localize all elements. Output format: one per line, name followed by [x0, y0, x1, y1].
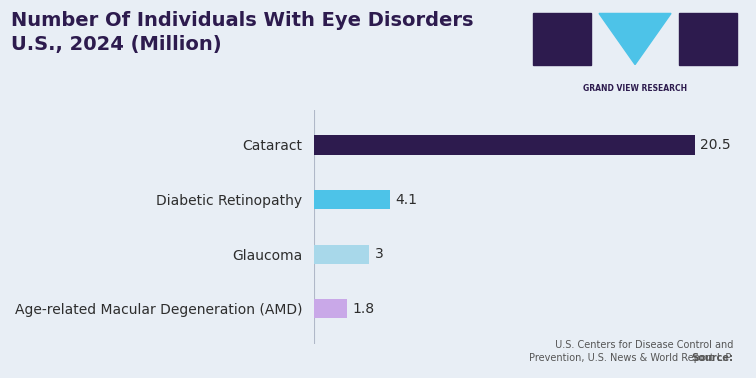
Polygon shape: [599, 14, 671, 65]
Text: Number Of Individuals With Eye Disorders
U.S., 2024 (Million): Number Of Individuals With Eye Disorders…: [11, 11, 474, 54]
Bar: [314, 190, 390, 209]
Text: 4.1: 4.1: [395, 192, 417, 206]
Bar: [680, 14, 736, 65]
Text: 20.5: 20.5: [700, 138, 731, 152]
Text: 1.8: 1.8: [352, 302, 375, 316]
Text: Source:: Source:: [691, 353, 733, 363]
Text: GRAND VIEW RESEARCH: GRAND VIEW RESEARCH: [583, 84, 687, 93]
Bar: [314, 135, 695, 155]
Bar: [314, 299, 347, 318]
Bar: [534, 14, 590, 65]
Text: U.S. Centers for Disease Control and
Prevention, U.S. News & World Report L.P.: U.S. Centers for Disease Control and Pre…: [529, 341, 733, 363]
Text: 3: 3: [375, 247, 384, 261]
Bar: [314, 245, 370, 263]
